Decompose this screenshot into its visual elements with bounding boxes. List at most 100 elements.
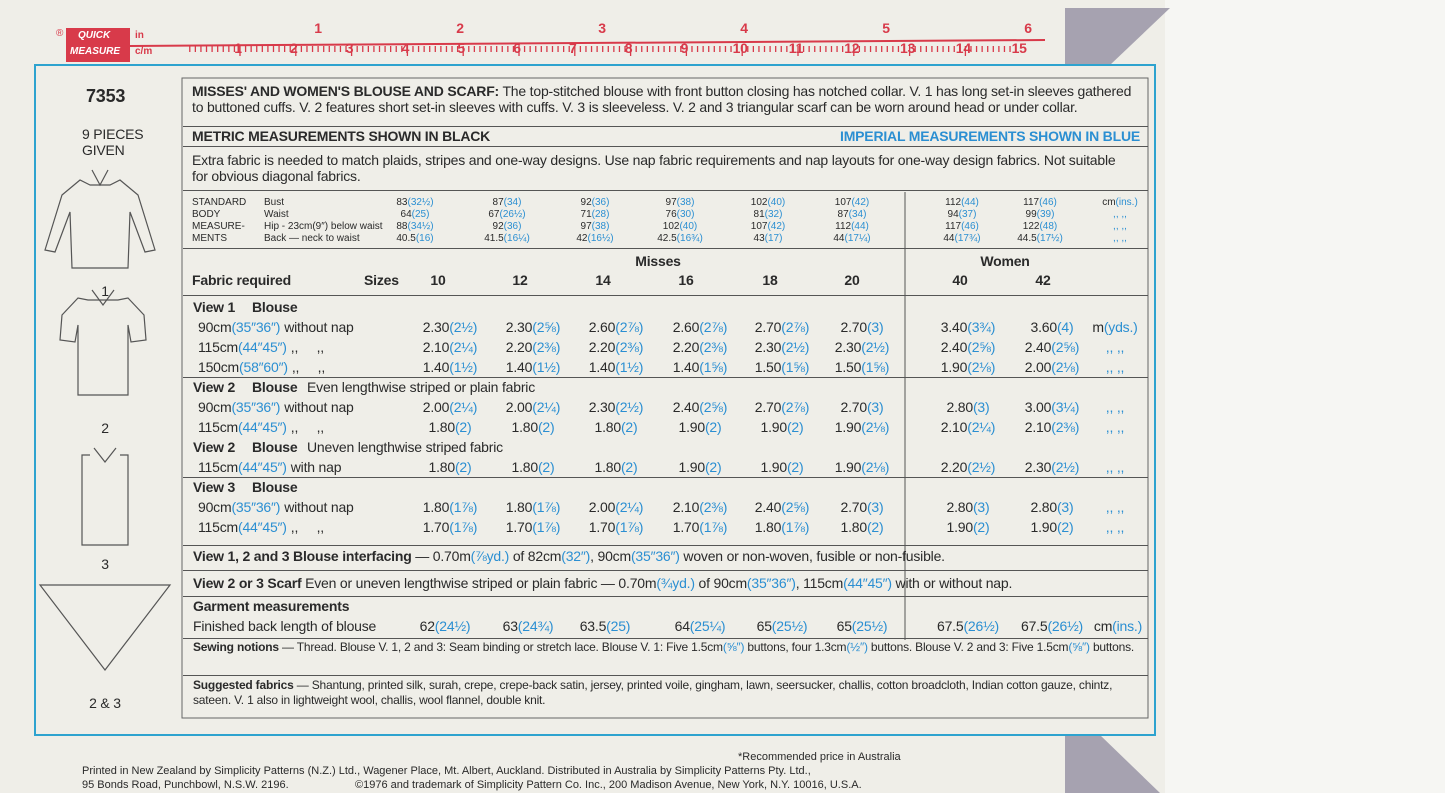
segment: Even or uneven lengthwise striped or pla… bbox=[301, 575, 657, 591]
imperial: (17¾) bbox=[954, 233, 981, 244]
fabric-cell: 1.50(1⅝) bbox=[755, 359, 810, 375]
imperial: (44) bbox=[851, 221, 869, 232]
footer-line: ©1976 and trademark of Simplicity Patter… bbox=[355, 779, 862, 791]
imperial: (25) bbox=[606, 618, 631, 634]
imperial: (2⅞) bbox=[615, 319, 644, 335]
body-cell: 117(46) bbox=[1023, 197, 1057, 208]
pattern-number: 7353 bbox=[86, 86, 126, 106]
metric: 62 bbox=[419, 618, 435, 634]
fabric-unit: ,, ,, bbox=[1106, 419, 1125, 435]
body-cell: 112(44) bbox=[835, 221, 869, 232]
rule-line bbox=[183, 377, 1148, 378]
metric: 2.20 bbox=[672, 339, 700, 355]
nap: without nap bbox=[284, 399, 354, 415]
metric: 1.90 bbox=[678, 459, 706, 475]
segment: (32″) bbox=[561, 548, 591, 564]
metric: 44.5 bbox=[1017, 233, 1037, 244]
ditto: ,, ,, bbox=[1105, 519, 1125, 535]
measure-label: MEASURE bbox=[70, 46, 121, 57]
segment: , 90cm bbox=[590, 548, 631, 564]
imperial: (ins.) bbox=[1112, 618, 1143, 634]
metric: 2.40 bbox=[1024, 339, 1052, 355]
section-note: Even lengthwise striped or plain fabric bbox=[307, 379, 535, 395]
fabric-cell: 2.30(2½) bbox=[755, 339, 810, 355]
fabric-cell: 2.40(2⅝) bbox=[672, 399, 728, 415]
body-unit: cm(ins.) bbox=[1102, 197, 1138, 208]
metric: 115cm bbox=[198, 419, 238, 435]
size-label: 18 bbox=[762, 272, 778, 288]
metric: 2.30 bbox=[505, 319, 533, 335]
metric: 112 bbox=[835, 221, 852, 232]
imperial: (2⅜) bbox=[615, 339, 644, 355]
fabric-cell: 1.80(1⅞) bbox=[423, 499, 478, 515]
ditto: ,, ,, bbox=[1105, 499, 1125, 515]
metric: 2.40 bbox=[754, 499, 782, 515]
ruler-ticks bbox=[189, 46, 1017, 56]
segment: Sewing notions bbox=[193, 640, 279, 654]
imperial: (2¼) bbox=[449, 399, 478, 415]
segment: (⅝″) bbox=[1068, 640, 1090, 654]
body-cell: 64(25) bbox=[401, 209, 430, 220]
metric: 92 bbox=[580, 197, 592, 208]
body-label: Hip - 23cm(9″) below waist bbox=[264, 221, 383, 232]
metric: 63.5 bbox=[579, 618, 607, 634]
imperial: (2½) bbox=[967, 459, 996, 475]
segment: (⅝″) bbox=[722, 640, 745, 654]
metric: 64 bbox=[674, 618, 690, 634]
cm-number: 8 bbox=[624, 40, 633, 56]
cm-number: 4 bbox=[401, 40, 410, 56]
metric: 76 bbox=[665, 209, 677, 220]
fabric-cell: 1.80(2) bbox=[429, 419, 472, 435]
metric: 3.60 bbox=[1030, 319, 1058, 335]
imperial: (2) bbox=[786, 419, 804, 435]
inch-number: 6 bbox=[1024, 20, 1032, 36]
metric: 65 bbox=[756, 618, 772, 634]
fabric-cell: 3.60(4) bbox=[1031, 319, 1074, 335]
metric: 1.70 bbox=[588, 519, 616, 535]
rule-line bbox=[183, 190, 1148, 191]
fabric-cell: 1.40(1⅝) bbox=[673, 359, 728, 375]
metric: 90cm bbox=[198, 319, 232, 335]
garment-name: Blouse bbox=[252, 379, 298, 395]
metric: cm bbox=[1102, 197, 1116, 208]
nap: ,, ,, bbox=[290, 339, 324, 355]
body-cell: 43(17) bbox=[754, 233, 783, 244]
imperial: (2⅜) bbox=[699, 339, 728, 355]
garment-cell: 63(24¾) bbox=[503, 618, 554, 634]
metric: 2.70 bbox=[754, 319, 782, 335]
metric: 2.60 bbox=[672, 319, 700, 335]
fabric-cell: 2.60(2⅞) bbox=[672, 319, 728, 335]
body-cell: 107(42) bbox=[751, 221, 785, 232]
body-label: Waist bbox=[264, 209, 289, 220]
fabric-unit: m(yds.) bbox=[1092, 319, 1137, 335]
fabric-cell: 1.80(2) bbox=[429, 459, 472, 475]
fabric-cell: 1.90(2) bbox=[761, 459, 804, 475]
fabric-cell: 3.00(3¼) bbox=[1025, 399, 1080, 415]
imperial: (28) bbox=[591, 209, 610, 220]
view-label: 2 & 3 bbox=[89, 695, 121, 711]
imperial: (1⅝) bbox=[699, 359, 728, 375]
imperial: (2) bbox=[454, 419, 472, 435]
imperial: (44″45″) bbox=[237, 419, 287, 435]
imperial: (2) bbox=[537, 419, 555, 435]
metric: 2.10 bbox=[940, 419, 968, 435]
rule-line bbox=[183, 570, 1148, 571]
imperial: (34½) bbox=[407, 221, 434, 232]
nap: without nap bbox=[284, 319, 354, 335]
imperial: (2) bbox=[620, 419, 638, 435]
footer-line: 95 Bonds Road, Punchbowl, N.S.W. 2196. bbox=[82, 779, 289, 791]
metric: 2.70 bbox=[840, 399, 868, 415]
fabric-unit: ,, ,, bbox=[1106, 339, 1125, 355]
imperial: (3) bbox=[866, 499, 884, 515]
imperial: (2⅜) bbox=[699, 499, 728, 515]
body-cell: 97(38) bbox=[666, 197, 695, 208]
size-label: 42 bbox=[1035, 272, 1051, 288]
metric: 2.40 bbox=[672, 399, 700, 415]
cm-number: 3 bbox=[345, 40, 354, 56]
segment: (⅞yd.) bbox=[470, 548, 510, 564]
imperial: (ins.) bbox=[1115, 197, 1138, 208]
fabric-width: 115cm(44″45″),, ,, bbox=[198, 419, 324, 435]
imperial: (17½) bbox=[1036, 233, 1063, 244]
imperial: (16¼) bbox=[503, 233, 530, 244]
metric: 90cm bbox=[198, 399, 232, 415]
